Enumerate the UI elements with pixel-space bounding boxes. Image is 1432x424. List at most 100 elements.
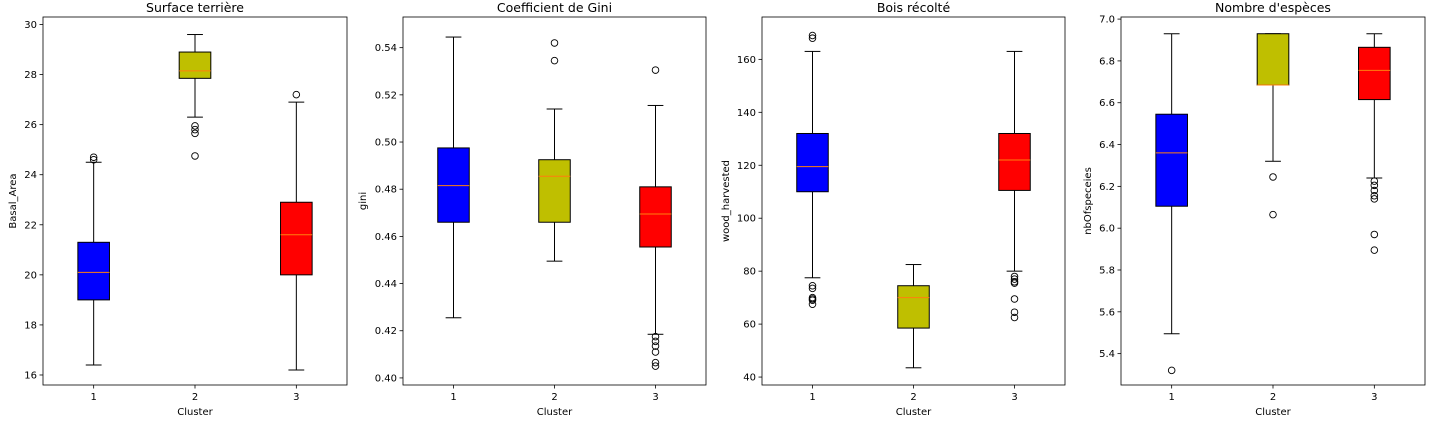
- outlier-point: [89, 155, 98, 164]
- outlier-point: [1010, 295, 1019, 303]
- box-cluster-3: [639, 66, 672, 370]
- box-iqr: [178, 51, 212, 79]
- outlier-point: [89, 153, 98, 161]
- chart-title: Surface terrière: [146, 0, 244, 15]
- outlier-point: [1370, 177, 1379, 185]
- box-iqr: [897, 285, 930, 329]
- box-cluster-1: [77, 153, 110, 366]
- y-tick-label: 80: [743, 267, 756, 278]
- outlier-point: [1167, 366, 1176, 375]
- outlier-point: [808, 34, 817, 42]
- y-axis-label: Basal_Area: [8, 173, 19, 228]
- y-tick-label: 22: [24, 220, 37, 231]
- outlier-point: [1010, 275, 1019, 283]
- x-tick-label: 1: [450, 392, 456, 403]
- box-iqr: [77, 241, 110, 301]
- box-iqr: [639, 186, 672, 248]
- outlier-point: [1370, 230, 1379, 239]
- x-tick-label: 2: [192, 392, 198, 403]
- y-tick-label: 0.50: [375, 138, 397, 149]
- plot-frame: [402, 16, 707, 386]
- outlier-point: [550, 39, 559, 47]
- x-tick-label: 1: [1168, 392, 1174, 403]
- box-cluster-3: [1358, 33, 1391, 254]
- y-tick-label: 6.6: [1099, 98, 1115, 109]
- outlier-point: [651, 332, 660, 341]
- outlier-point: [1370, 192, 1379, 200]
- x-tick-label: 1: [809, 392, 815, 403]
- plot-frame: [42, 16, 348, 386]
- y-tick-label: 0.40: [375, 373, 397, 384]
- y-axis-label: wood_harvested: [721, 160, 732, 242]
- y-tick-label: 5.4: [1099, 349, 1115, 360]
- outlier-point: [808, 296, 817, 305]
- subplot-2: Coefficient de Gini 0.40 0.42 0.44 0.46 0.48 0…: [358, 0, 707, 418]
- x-tick-label: 1: [90, 392, 96, 403]
- outlier-point: [651, 358, 660, 367]
- y-tick-label: 5.8: [1099, 266, 1115, 277]
- chart-title: Nombre d'espèces: [1215, 0, 1331, 15]
- chart-title: Bois récolté: [877, 0, 951, 15]
- box-iqr: [796, 132, 829, 193]
- outlier-point: [1010, 279, 1019, 287]
- y-tick-label: 20: [24, 270, 37, 281]
- outlier-point: [1370, 195, 1379, 203]
- y-tick-label: 0.44: [375, 279, 397, 290]
- y-tick-label: 6.2: [1099, 182, 1115, 193]
- box-cluster-3: [998, 50, 1031, 322]
- box-iqr: [1358, 46, 1391, 101]
- x-tick-label: 3: [1371, 392, 1377, 403]
- x-axis-label: Cluster: [1255, 407, 1291, 418]
- box-iqr: [1155, 113, 1188, 207]
- outlier-point: [1370, 181, 1379, 190]
- outlier-point: [191, 122, 199, 130]
- x-axis-label: Cluster: [177, 407, 213, 418]
- outlier-point: [191, 129, 199, 138]
- chart-title: Coefficient de Gini: [497, 0, 612, 15]
- box-cluster-2: [897, 264, 930, 369]
- box-cluster-3: [280, 90, 313, 371]
- outlier-point: [1269, 210, 1277, 219]
- y-tick-label: 40: [743, 373, 756, 384]
- y-tick-label: 0.52: [375, 90, 397, 101]
- outlier-point: [191, 152, 199, 160]
- box-iqr: [1256, 33, 1290, 86]
- box-cluster-1: [437, 36, 470, 319]
- outlier-point: [651, 337, 660, 346]
- y-tick-label: 6.0: [1099, 224, 1115, 235]
- y-tick-label: 0.46: [375, 232, 397, 243]
- box-iqr: [280, 201, 313, 276]
- x-tick-label: 3: [293, 392, 299, 403]
- outlier-point: [808, 281, 817, 290]
- outlier-point: [651, 342, 660, 350]
- y-tick-label: 6.8: [1099, 56, 1115, 67]
- box-cluster-2: [538, 39, 571, 262]
- y-tick-label: 24: [24, 170, 37, 181]
- x-tick-label: 2: [1270, 392, 1276, 403]
- outlier-point: [808, 300, 817, 309]
- plot-frame: [761, 16, 1066, 386]
- y-tick-label: 30: [24, 20, 37, 31]
- y-tick-label: 18: [24, 320, 37, 331]
- y-tick-label: 160: [737, 55, 756, 66]
- outlier-point: [1370, 246, 1379, 254]
- y-tick-label: 0.48: [375, 185, 397, 196]
- x-axis-label: Cluster: [537, 407, 573, 418]
- outlier-point: [808, 284, 817, 293]
- y-tick-label: 0.42: [375, 326, 397, 337]
- y-tick-label: 140: [737, 108, 756, 119]
- y-tick-label: 28: [24, 70, 37, 81]
- y-tick-label: 100: [737, 214, 756, 225]
- x-tick-label: 2: [910, 392, 916, 403]
- outlier-point: [651, 66, 660, 74]
- y-tick-label: 60: [743, 320, 756, 331]
- outlier-point: [651, 348, 660, 356]
- y-tick-label: 120: [737, 161, 756, 172]
- outlier-point: [550, 56, 559, 65]
- box-iqr: [437, 147, 470, 223]
- y-tick-label: 6.4: [1099, 140, 1115, 151]
- box-cluster-1: [796, 31, 829, 309]
- box-iqr: [998, 132, 1031, 191]
- box-iqr: [538, 159, 571, 223]
